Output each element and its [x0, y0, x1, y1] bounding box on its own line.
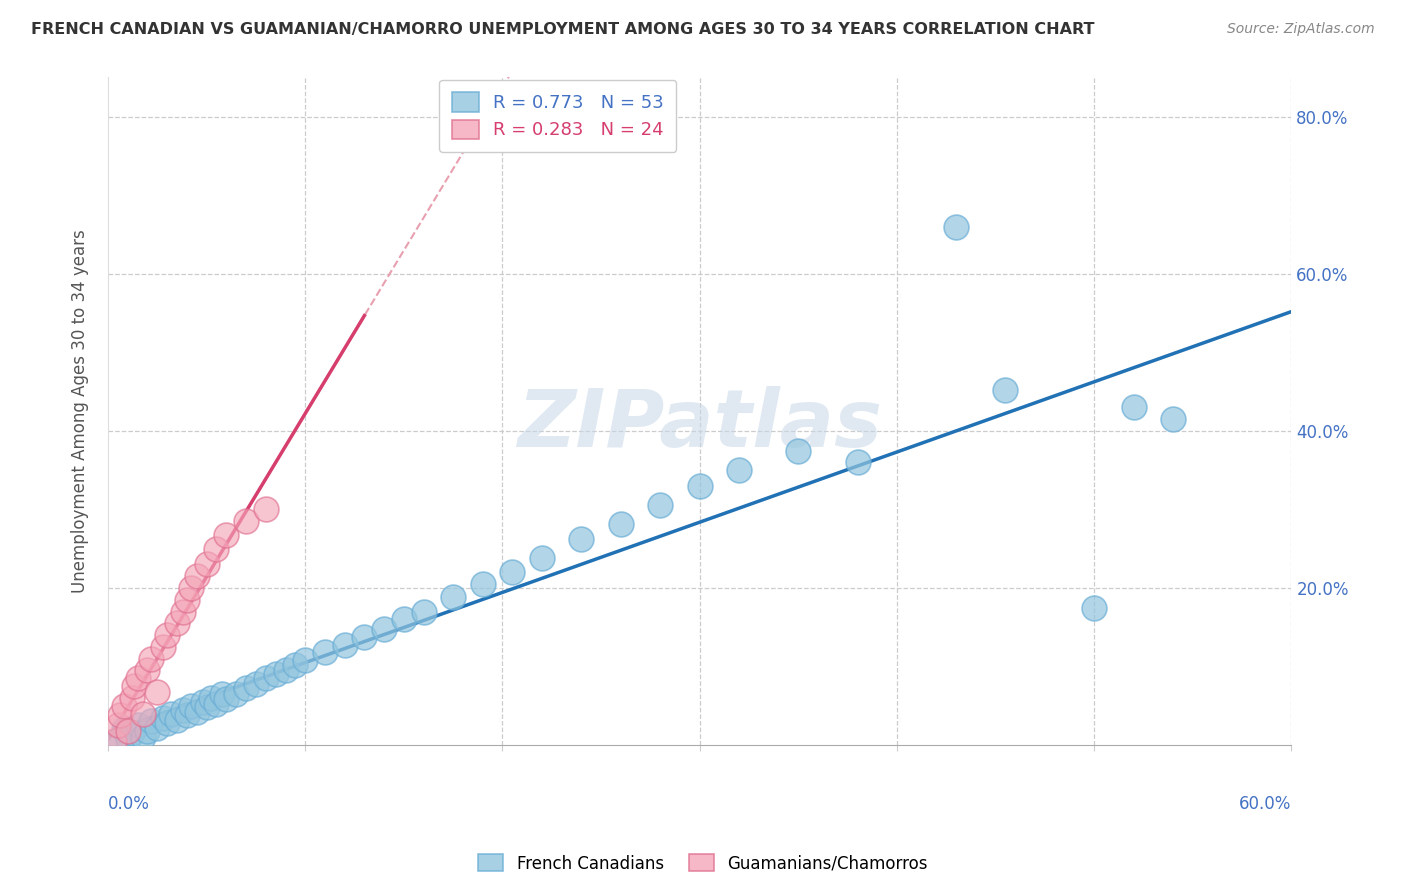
Point — [160, 706, 183, 721]
Point — [122, 679, 145, 693]
Legend: French Canadians, Guamanians/Chamorros: French Canadians, Guamanians/Chamorros — [471, 847, 935, 880]
Point — [530, 551, 553, 566]
Point — [166, 616, 188, 631]
Point — [132, 706, 155, 721]
Point — [141, 651, 163, 665]
Text: ZIPatlas: ZIPatlas — [517, 385, 882, 464]
Point — [846, 455, 869, 469]
Point — [353, 630, 375, 644]
Point — [176, 592, 198, 607]
Point — [264, 667, 287, 681]
Point — [501, 566, 523, 580]
Text: FRENCH CANADIAN VS GUAMANIAN/CHAMORRO UNEMPLOYMENT AMONG AGES 30 TO 34 YEARS COR: FRENCH CANADIAN VS GUAMANIAN/CHAMORRO UN… — [31, 22, 1094, 37]
Point — [127, 718, 149, 732]
Point — [186, 705, 208, 719]
Point — [136, 664, 159, 678]
Point — [107, 718, 129, 732]
Point — [225, 687, 247, 701]
Point — [205, 697, 228, 711]
Point — [945, 219, 967, 234]
Point — [392, 612, 415, 626]
Point — [245, 677, 267, 691]
Point — [471, 577, 494, 591]
Point — [121, 690, 143, 705]
Point — [235, 514, 257, 528]
Point — [191, 695, 214, 709]
Point — [254, 671, 277, 685]
Point — [117, 731, 139, 746]
Point — [610, 516, 633, 531]
Point — [186, 569, 208, 583]
Point — [112, 698, 135, 713]
Text: 60.0%: 60.0% — [1239, 795, 1292, 814]
Point — [728, 463, 751, 477]
Point — [103, 734, 125, 748]
Point — [108, 708, 131, 723]
Point — [787, 443, 810, 458]
Point — [333, 638, 356, 652]
Point — [441, 591, 464, 605]
Point — [166, 713, 188, 727]
Point — [156, 628, 179, 642]
Point — [195, 558, 218, 572]
Point — [172, 703, 194, 717]
Point — [569, 533, 592, 547]
Point — [180, 581, 202, 595]
Legend: R = 0.773   N = 53, R = 0.283   N = 24: R = 0.773 N = 53, R = 0.283 N = 24 — [439, 79, 676, 152]
Point — [1161, 412, 1184, 426]
Point — [284, 657, 307, 672]
Point — [127, 671, 149, 685]
Point — [146, 684, 169, 698]
Text: Source: ZipAtlas.com: Source: ZipAtlas.com — [1227, 22, 1375, 37]
Point — [180, 698, 202, 713]
Point — [211, 687, 233, 701]
Point — [412, 605, 434, 619]
Point — [1122, 401, 1144, 415]
Point — [314, 645, 336, 659]
Point — [994, 383, 1017, 397]
Point — [117, 723, 139, 738]
Point — [235, 681, 257, 696]
Point — [141, 714, 163, 729]
Point — [274, 664, 297, 678]
Point — [172, 605, 194, 619]
Point — [195, 700, 218, 714]
Point — [132, 730, 155, 744]
Point — [294, 653, 316, 667]
Point — [373, 622, 395, 636]
Point — [156, 716, 179, 731]
Point — [689, 479, 711, 493]
Point — [107, 734, 129, 748]
Point — [136, 723, 159, 738]
Point — [176, 708, 198, 723]
Y-axis label: Unemployment Among Ages 30 to 34 years: Unemployment Among Ages 30 to 34 years — [72, 229, 89, 593]
Point — [205, 541, 228, 556]
Text: 0.0%: 0.0% — [108, 795, 150, 814]
Point — [152, 710, 174, 724]
Point — [215, 527, 238, 541]
Point — [121, 726, 143, 740]
Point — [1083, 600, 1105, 615]
Point — [200, 690, 222, 705]
Point — [215, 692, 238, 706]
Point — [112, 723, 135, 737]
Point — [254, 502, 277, 516]
Point — [146, 721, 169, 735]
Point — [152, 640, 174, 654]
Point — [650, 499, 672, 513]
